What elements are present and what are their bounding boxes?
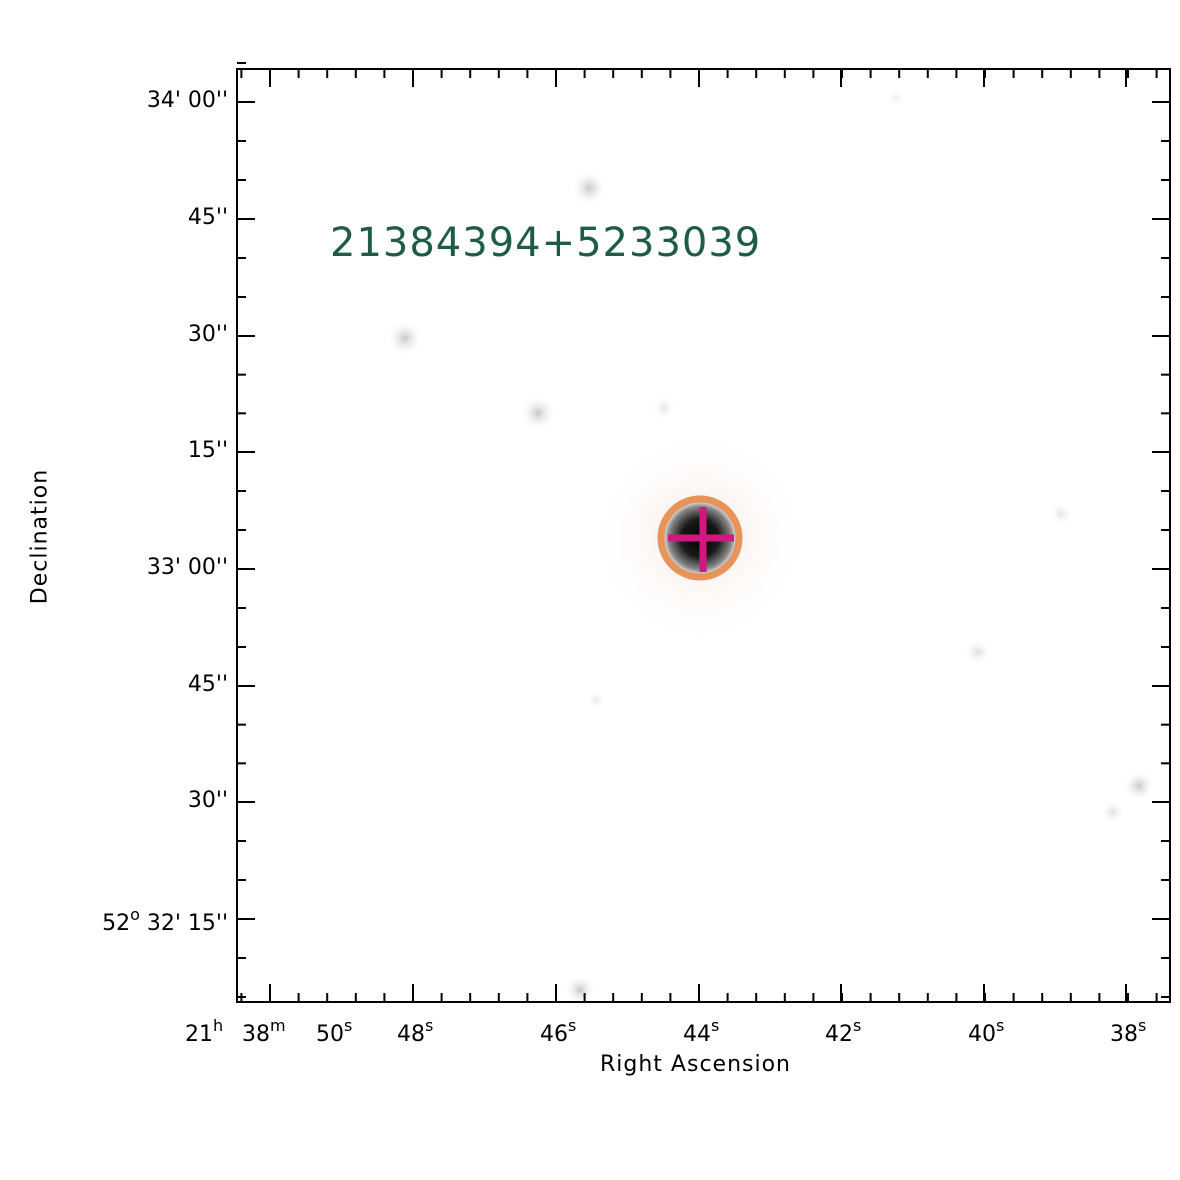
- y-tick-label: 34' 00'': [146, 88, 228, 113]
- faint-star: [652, 396, 676, 420]
- target-circle-marker: [657, 495, 743, 581]
- faint-star: [1049, 502, 1073, 526]
- y-axis-title: Declination: [27, 468, 53, 605]
- y-tick-label: 15'': [187, 438, 228, 463]
- x-tick-label: 38m: [242, 1016, 286, 1047]
- faint-star: [1123, 770, 1155, 802]
- plot-frame: [236, 68, 1171, 1003]
- object-designation-label: 21384394+5233039: [330, 220, 762, 266]
- faint-star: [520, 395, 556, 431]
- y-tick-label: 30'': [187, 322, 228, 347]
- faint-star: [886, 88, 906, 108]
- faint-star: [586, 690, 606, 710]
- faint-star: [1101, 800, 1125, 824]
- x-axis-title: Right Ascension: [600, 1052, 791, 1077]
- x-tick-label: 42s: [825, 1016, 862, 1047]
- faint-star: [387, 320, 423, 356]
- x-tick-label: 48s: [397, 1016, 434, 1047]
- faint-star: [964, 638, 992, 666]
- x-tick-label: 21h: [185, 1016, 224, 1047]
- x-tick-label: 38s: [1110, 1016, 1147, 1047]
- faint-star: [564, 974, 596, 1006]
- y-tick-label: 33' 00'': [146, 555, 228, 580]
- x-tick-label: 40s: [968, 1016, 1005, 1047]
- x-tick-label: 44s: [683, 1016, 720, 1047]
- x-tick-label: 46s: [540, 1016, 577, 1047]
- x-tick-label: 50s: [316, 1016, 353, 1047]
- faint-star: [571, 170, 607, 206]
- y-tick-label: 52o 32' 15'': [102, 905, 228, 936]
- y-tick-label: 45'': [187, 672, 228, 697]
- axis-ticks: [237, 62, 1170, 1002]
- y-tick-label: 45'': [187, 205, 228, 230]
- y-tick-label: 30'': [187, 788, 228, 813]
